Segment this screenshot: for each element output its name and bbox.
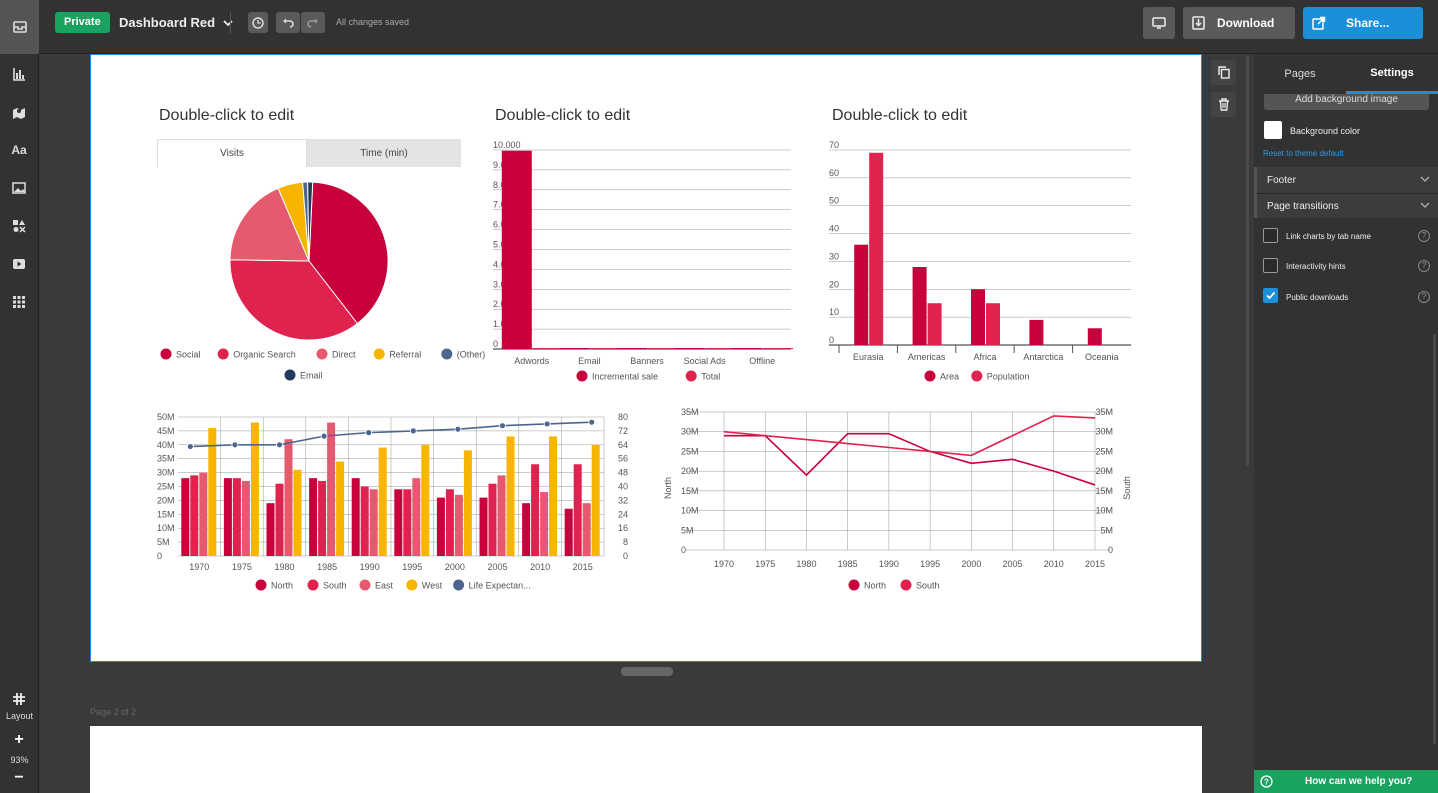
help-icon[interactable]: ? — [1418, 260, 1430, 272]
plus-icon: + — [14, 731, 24, 748]
page-transitions-section[interactable]: Page transitions — [1254, 193, 1438, 218]
redo-button[interactable] — [301, 12, 325, 33]
app-logo-button[interactable] — [0, 0, 39, 54]
public-downloads-label: Public downloads — [1286, 293, 1349, 302]
download-icon — [1192, 16, 1205, 30]
maps-tool[interactable] — [10, 103, 28, 121]
share-label: Share... — [1346, 16, 1390, 30]
hash-icon — [13, 693, 25, 705]
save-status: All changes saved — [336, 17, 410, 27]
page-resize-handle[interactable] — [621, 667, 673, 676]
settings-panel: Pages Settings Add background image Back… — [1254, 54, 1438, 793]
check-icon — [1266, 291, 1276, 300]
duplicate-page-button[interactable] — [1211, 60, 1236, 85]
reset-theme-link[interactable]: Reset to theme default — [1263, 149, 1344, 158]
help-chat-button[interactable]: ? How can we help you? — [1254, 770, 1438, 793]
top-toolbar: Private Dashboard Red All changes saved … — [0, 0, 1438, 54]
shapes-icon — [13, 220, 26, 233]
text-tool[interactable]: Aa — [10, 141, 28, 159]
document-title[interactable]: Dashboard Red — [119, 15, 233, 30]
video-tool[interactable] — [10, 255, 28, 273]
background-color-label: Background color — [1290, 126, 1361, 136]
widgets-tool[interactable] — [10, 293, 28, 311]
document-title-text: Dashboard Red — [119, 15, 216, 30]
grid-icon — [13, 296, 25, 308]
redo-icon — [307, 18, 318, 28]
add-background-image-button[interactable]: Add background image — [1264, 94, 1429, 110]
download-label: Download — [1217, 16, 1275, 30]
svg-text:?: ? — [1264, 778, 1269, 787]
background-color-swatch[interactable] — [1264, 121, 1282, 139]
panel-scrollbar[interactable] — [1433, 334, 1436, 744]
image-icon — [12, 182, 26, 194]
tab-time[interactable]: Time (min) — [307, 139, 461, 167]
chevron-down-icon — [223, 20, 233, 27]
left-toolbar: Aa Layout + 93% − — [0, 54, 39, 793]
interactivity-hints-checkbox[interactable] — [1263, 258, 1278, 273]
link-charts-label: Link charts by tab name — [1286, 232, 1371, 241]
undo-icon — [283, 18, 294, 28]
shapes-tool[interactable] — [10, 217, 28, 235]
privacy-badge[interactable]: Private — [55, 12, 110, 33]
tab-pages[interactable]: Pages — [1284, 68, 1316, 80]
interactivity-hints-label: Interactivity hints — [1286, 262, 1346, 271]
footer-section-label: Footer — [1267, 175, 1296, 186]
delete-page-button[interactable] — [1211, 92, 1236, 117]
history-button[interactable] — [248, 12, 268, 33]
play-icon — [13, 259, 25, 269]
page-2[interactable] — [90, 726, 1202, 793]
page-label: Page 2 of 2 — [90, 707, 137, 717]
preview-button[interactable] — [1143, 7, 1175, 39]
trash-icon — [1218, 98, 1229, 111]
chevron-down-icon — [1420, 176, 1430, 182]
inbox-icon — [12, 21, 27, 33]
link-charts-checkbox[interactable] — [1263, 228, 1278, 243]
zoom-level: 93% — [10, 755, 29, 765]
footer-section[interactable]: Footer — [1254, 167, 1438, 193]
map-pin-icon — [13, 108, 25, 119]
question-icon: ? — [1260, 775, 1273, 788]
page-side-tools — [1211, 58, 1236, 120]
page-transitions-label: Page transitions — [1267, 201, 1339, 212]
pie-chart-tabs: Visits Time (min) — [157, 139, 461, 167]
help-icon[interactable]: ? — [1418, 230, 1430, 242]
charts-tool[interactable] — [10, 65, 28, 83]
download-button[interactable]: Download — [1183, 7, 1295, 39]
zoom-in-button[interactable]: + — [10, 731, 28, 749]
divider — [230, 12, 231, 34]
canvas-scrollbar[interactable] — [1246, 56, 1249, 466]
share-icon — [1312, 16, 1326, 30]
clock-icon — [252, 16, 264, 29]
zoom-out-button[interactable]: − — [10, 769, 28, 787]
bar-chart-title[interactable]: Double-click to edit — [495, 107, 631, 124]
pie-chart-title[interactable]: Double-click to edit — [159, 107, 295, 124]
bar-chart-icon — [13, 68, 25, 81]
copy-icon — [1217, 66, 1230, 79]
text-icon: Aa — [11, 143, 27, 157]
share-button[interactable]: Share... — [1303, 7, 1423, 39]
minus-icon: − — [14, 769, 24, 786]
help-icon[interactable]: ? — [1418, 291, 1430, 303]
help-label: How can we help you? — [1305, 776, 1413, 787]
public-downloads-checkbox[interactable] — [1263, 288, 1278, 303]
tab-settings[interactable]: Settings — [1346, 54, 1438, 94]
layout-label: Layout — [5, 711, 34, 721]
tab-visits[interactable]: Visits — [157, 139, 307, 167]
layout-button[interactable] — [10, 690, 28, 708]
undo-button[interactable] — [276, 12, 300, 33]
grouped-bar-chart-title[interactable]: Double-click to edit — [832, 107, 968, 124]
chevron-down-icon — [1420, 202, 1430, 208]
monitor-icon — [1152, 17, 1166, 29]
image-tool[interactable] — [10, 179, 28, 197]
